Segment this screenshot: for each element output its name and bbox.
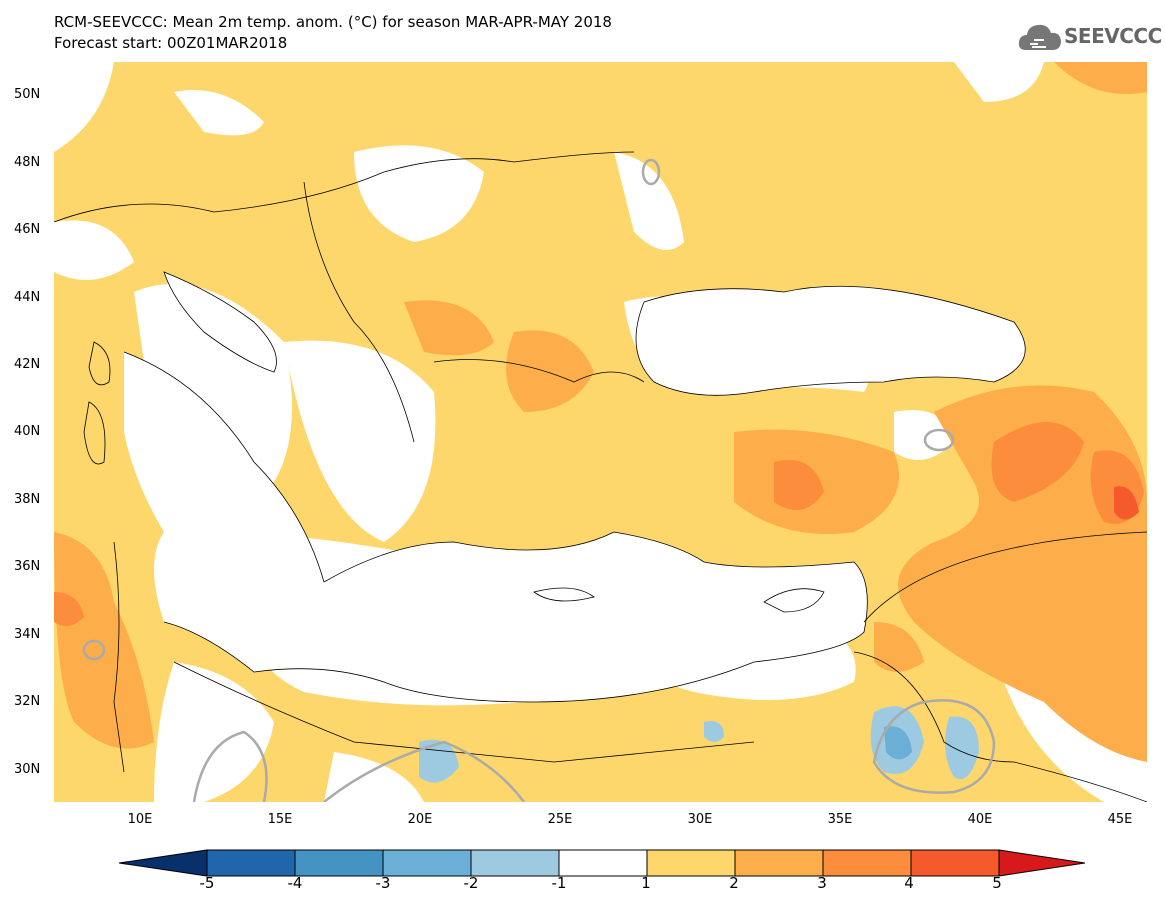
colorbar-max-arrow [998, 849, 1086, 877]
colorbar-label: 1 [641, 874, 651, 892]
title-line-1: RCM-SEEVCCC: Mean 2m temp. anom. (°C) fo… [54, 13, 612, 31]
seevccc-logo: SEEVCCC [1018, 20, 1162, 54]
colorbar-label: -3 [375, 874, 391, 892]
coastlines-and-borders [54, 151, 1147, 802]
colorbar-label: -5 [199, 874, 215, 892]
title-line-2: Forecast start: 00Z01MAR2018 [54, 34, 288, 52]
lat-label: 46N [14, 222, 41, 237]
colorbar-segment [382, 849, 472, 877]
colorbar-label: 2 [729, 874, 739, 892]
lat-label: 38N [14, 492, 41, 507]
colorbar-graphic [118, 849, 1086, 877]
colorbar-label: 5 [992, 874, 1002, 892]
lat-label: 42N [14, 357, 41, 372]
colorbar-label: 4 [904, 874, 914, 892]
extreme-warm-areas [1114, 486, 1139, 520]
lon-label: 25E [547, 812, 573, 827]
colorbar-label: -2 [463, 874, 479, 892]
anomaly-map [54, 62, 1147, 802]
lat-label: 34N [14, 627, 41, 642]
lon-label: 35E [827, 812, 853, 827]
map-panel [54, 62, 1147, 802]
logo-text: SEEVCCC [1064, 24, 1162, 48]
lat-label: 50N [14, 87, 41, 102]
cloud-icon [1018, 24, 1061, 50]
colorbar-segment [470, 849, 560, 877]
colorbar-label: 3 [817, 874, 827, 892]
lat-label: 44N [14, 290, 41, 305]
zero-contours [82, 158, 996, 802]
colorbar-segment [558, 849, 648, 877]
lon-label: 45E [1107, 812, 1133, 827]
lon-label: 10E [127, 812, 153, 827]
lon-label: 30E [687, 812, 713, 827]
colorbar-segment [822, 849, 912, 877]
colorbar-segment [734, 849, 824, 877]
lat-label: 40N [14, 424, 41, 439]
cool-anomaly-areas [419, 706, 979, 783]
map-title: RCM-SEEVCCC: Mean 2m temp. anom. (°C) fo… [54, 12, 612, 54]
colorbar-segment [206, 849, 296, 877]
colorbar-segment [294, 849, 384, 877]
colorbar-segment [646, 849, 736, 877]
colorbar-segment [910, 849, 1000, 877]
lat-label: 30N [14, 762, 41, 777]
colorbar [118, 848, 1086, 878]
lon-label: 20E [407, 812, 433, 827]
lon-label: 15E [267, 812, 293, 827]
lat-label: 36N [14, 559, 41, 574]
lat-label: 32N [14, 694, 41, 709]
colorbar-min-arrow [118, 849, 208, 877]
lon-label: 40E [967, 812, 993, 827]
sea-areas [124, 272, 1026, 702]
colorbar-label: -1 [551, 874, 567, 892]
lat-label: 48N [14, 155, 41, 170]
colorbar-label: -4 [287, 874, 303, 892]
